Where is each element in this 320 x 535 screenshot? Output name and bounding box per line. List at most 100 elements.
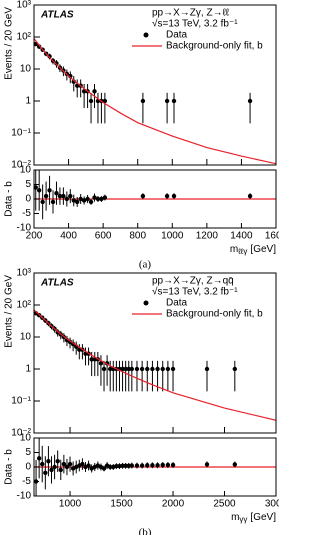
data-point	[247, 193, 253, 199]
y-tick-label: 10	[20, 433, 32, 444]
data-point	[86, 463, 91, 468]
data-point	[204, 366, 210, 372]
x-axis-label-symbol: m	[230, 244, 238, 255]
data-point	[54, 61, 59, 66]
data-point	[36, 456, 42, 461]
y-tick-label: 10	[20, 332, 32, 343]
data-point	[67, 461, 73, 467]
plot-frame	[33, 272, 277, 434]
x-tick-label: 1000	[59, 499, 82, 510]
fit-line	[34, 309, 276, 421]
fit-line	[34, 38, 276, 165]
x-axis-label-unit: [GeV]	[250, 244, 276, 255]
y-tick-label: 0	[25, 462, 31, 473]
data-point	[34, 185, 38, 190]
legend-label: Data	[166, 30, 188, 41]
y-tick-label: 10	[20, 64, 32, 75]
data-point	[99, 196, 104, 202]
x-tick-label: 1600	[265, 231, 279, 242]
data-point	[92, 195, 97, 200]
data-point	[64, 196, 70, 202]
data-point	[139, 463, 145, 468]
data-point	[164, 193, 170, 199]
data-point	[81, 198, 87, 203]
data-point	[101, 466, 107, 471]
data-point	[57, 193, 63, 199]
caption: (b)	[139, 527, 152, 535]
y-tick-label: 10²	[17, 300, 32, 311]
data-point	[160, 462, 165, 468]
y-axis-label: Events / 20 GeV	[4, 275, 15, 348]
data-point	[95, 196, 101, 202]
annotation: pp→X→Zγ, Z→ℓℓ	[152, 8, 230, 19]
caption: (a)	[139, 259, 152, 271]
data-point	[170, 366, 176, 372]
data-point	[165, 462, 171, 468]
data-point	[150, 366, 155, 372]
data-point	[61, 193, 66, 199]
residual-plot	[34, 170, 276, 220]
data-point	[102, 98, 108, 104]
data-point	[36, 188, 42, 193]
y-tick-label: -10	[17, 223, 32, 234]
y-tick-label: 5	[25, 179, 31, 190]
data-point	[165, 366, 171, 372]
data-point	[88, 199, 94, 205]
legend-marker	[143, 300, 149, 306]
data-point	[171, 98, 177, 104]
x-tick-label: 2500	[213, 499, 236, 510]
legend-marker	[143, 32, 149, 38]
x-axis-label: mγγ [GeV]	[231, 512, 276, 524]
annotation: √s=13 TeV, 3.2 fb⁻¹	[152, 18, 238, 30]
data-point	[47, 188, 52, 193]
data-point	[160, 366, 165, 372]
data-point	[77, 347, 82, 352]
y-tick-label: 10³	[17, 0, 32, 11]
data-point	[61, 461, 67, 467]
data-point	[71, 198, 76, 203]
y-tick-label: 10⁻¹	[11, 128, 31, 139]
data-point	[78, 196, 83, 202]
y-tick-label: 5	[25, 447, 31, 458]
experiment-label: ATLAS	[40, 10, 74, 21]
data-point	[232, 366, 238, 372]
data-point	[50, 199, 56, 205]
x-axis-label: mℓℓγ [GeV]	[230, 244, 276, 256]
data-point	[145, 366, 150, 372]
data-point	[134, 366, 140, 372]
plot-frame	[33, 4, 277, 166]
experiment-label: ATLAS	[40, 278, 74, 289]
x-tick-label: 1400	[230, 231, 253, 242]
data-point	[139, 366, 145, 372]
data-point	[47, 54, 52, 59]
data-point	[64, 464, 70, 470]
x-axis-label-unit: [GeV]	[250, 512, 276, 523]
data-point	[134, 463, 140, 468]
y-tick-label: -10	[17, 491, 32, 502]
x-tick-label: 600	[95, 231, 112, 242]
x-tick-label: 2000	[162, 499, 185, 510]
data-point	[171, 193, 177, 199]
y-tick-label: -5	[22, 476, 31, 487]
data-point	[36, 44, 42, 49]
x-tick-label: 1000	[161, 231, 184, 242]
data-point	[145, 463, 150, 468]
data-point	[155, 366, 160, 372]
y-tick-label: 10³	[17, 268, 32, 279]
x-tick-label: 200	[26, 231, 43, 242]
data-point	[85, 196, 90, 202]
y-tick-label: 1	[25, 364, 31, 375]
data-point	[247, 98, 253, 104]
annotation: pp→X→Zγ, Z→qq̄	[152, 276, 234, 287]
data-point	[164, 98, 170, 104]
data-point	[52, 464, 57, 470]
legend-label: Background-only fit, b	[166, 41, 263, 52]
data-point	[88, 98, 94, 104]
y-tick-label: 10⁻²	[11, 428, 31, 439]
x-tick-label: 800	[129, 231, 146, 242]
data-point	[89, 357, 94, 362]
x-tick-label: 3000	[265, 499, 279, 510]
legend-label: Data	[166, 298, 188, 309]
